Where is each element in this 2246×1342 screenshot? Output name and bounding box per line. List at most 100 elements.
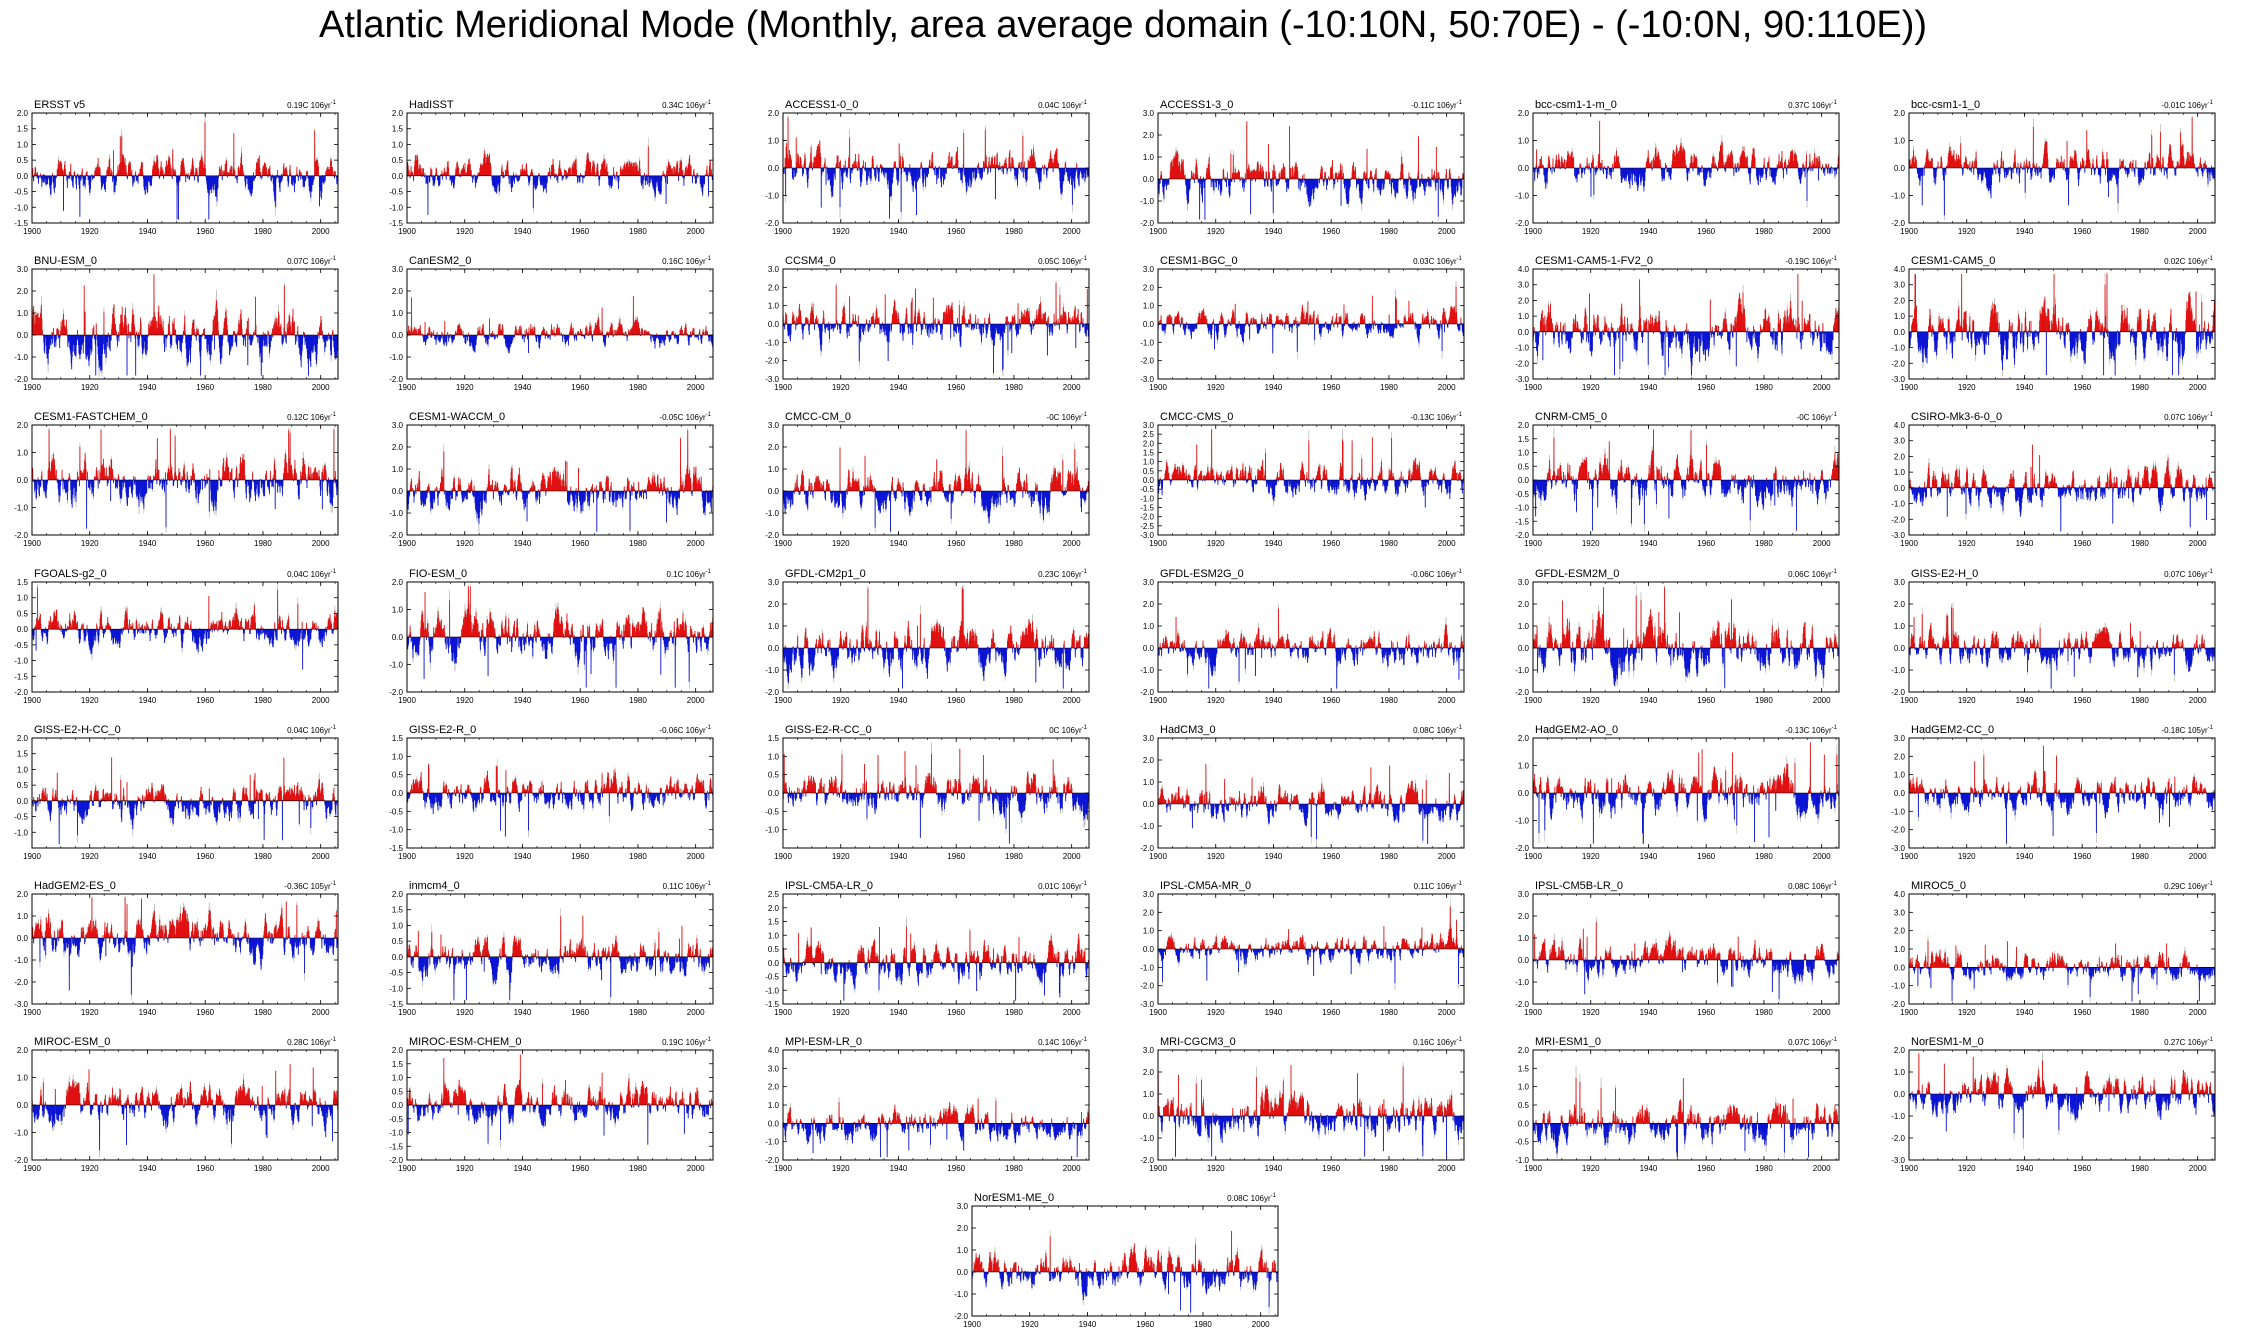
x-tick-label: 1960 [1322,539,1340,548]
panel-title: HadGEM2-ES_0 [34,880,116,892]
x-tick-label: 2000 [1813,383,1831,392]
x-tick-label: 1980 [1380,383,1398,392]
y-tick-label: -1.0 [1515,1156,1529,1165]
positive-bars [782,430,1089,491]
trend-label: 0.06C 106yr-1 [1788,569,1838,579]
x-tick-label: 1900 [774,539,792,548]
x-tick-label: 1980 [254,852,272,861]
positive-bars [1158,286,1462,324]
panel-title: GFDL-ESM2G_0 [1160,568,1244,580]
chart-svg: CanESM2_0 0.16C 106yr-1 1900 1920 1940 1960 19… [389,255,714,392]
x-tick-label: 1940 [1265,852,1283,861]
positive-bars [1157,1065,1455,1116]
chart-panel: BNU-ESM_0 0.07C 106yr-1 1900 1920 1940 1960 19… [0,248,346,398]
x-tick-label: 2000 [312,383,330,392]
x-tick-label: 1960 [571,539,589,548]
y-tick-label: 2.0 [17,109,29,118]
x-tick-label: 1960 [1322,227,1340,236]
chart-panel: MRI-ESM1_0 0.07C 106yr-1 1900 1920 1940 1960 1… [1501,1029,1847,1179]
panel-title: inmcm4_0 [409,880,460,892]
negative-bars [1157,480,1464,508]
negative-bars [1533,1123,1840,1158]
negative-bars [1908,1094,2216,1139]
x-tick-label: 1900 [1524,383,1542,392]
negative-bars [1157,949,1465,985]
y-tick-label: -1.0 [1891,982,1905,991]
x-tick-label: 2000 [1063,383,1081,392]
chart-svg: FIO-ESM_0 0.1C 106yr-1 1900 1920 1940 1960 198… [389,568,714,705]
trend-label: 0.12C 106yr-1 [287,412,337,422]
chart-svg: CCSM4_0 0.05C 106yr-1 1900 1920 1940 1960 1980… [765,255,1090,392]
y-tick-label: 1.5 [392,906,404,915]
chart-panel: ERSST v5 0.19C 106yr-1 1900 1920 1940 1960 198… [0,92,346,242]
x-tick-label: 1900 [774,1164,792,1173]
x-tick-label: 2000 [2189,383,2207,392]
chart-panel: GFDL-CM2p1_0 0.23C 106yr-1 1900 1920 1940 196… [751,561,1097,711]
chart-svg: CESM1-CAM5-1-FV2_0 -0.19C 106yr-1 1900 1920… [1515,255,1840,392]
x-tick-label: 1960 [1322,383,1340,392]
y-tick-label: 1.0 [392,752,404,761]
y-tick-label: -1.5 [14,219,28,228]
x-tick-label: 1900 [23,852,41,861]
x-tick-label: 1940 [1640,852,1658,861]
x-tick-label: 1980 [629,1164,647,1173]
y-tick-label: -1.0 [1515,192,1529,201]
y-tick-label: 0.0 [768,959,780,968]
x-tick-label: 1940 [514,1008,532,1017]
chart-panel: MIROC5_0 0.29C 106yr-1 1900 1920 1940 1960 198… [1877,873,2223,1023]
plot-frame [1157,737,1465,849]
x-tick-label: 1980 [1755,1164,1773,1173]
chart-panel: HadGEM2-ES_0 -0.36C 105yr-1 1900 1920 1940 19… [0,873,346,1023]
trend-label: -0.36C 105yr-1 [284,881,336,891]
plot-frame [782,424,1090,536]
y-tick-label: 2.0 [1143,1068,1155,1077]
plot-frame [1908,581,2216,693]
y-tick-label: -0.5 [14,188,28,197]
x-tick-label: 1920 [832,1008,850,1017]
trend-label: 0.04C 106yr-1 [1038,100,1088,110]
x-tick-label: 1900 [23,383,41,392]
x-tick-label: 1900 [1900,539,1918,548]
x-tick-label: 1940 [2016,539,2034,548]
chart-panel: inmcm4_0 0.11C 106yr-1 1900 1920 1940 1960 198… [375,873,721,1023]
x-tick-label: 1920 [832,383,850,392]
chart-panel: ACCESS1-3_0 -0.11C 106yr-1 1900 1920 1940 196… [1126,92,1472,242]
x-tick-label: 2000 [687,1164,705,1173]
panel-title: CESM1-FASTCHEM_0 [34,411,148,423]
chart-svg: MIROC5_0 0.29C 106yr-1 1900 1920 1940 1960 198… [1891,880,2216,1017]
x-tick-label: 2000 [687,227,705,236]
x-tick-label: 1920 [1207,852,1225,861]
x-tick-label: 1960 [571,1008,589,1017]
x-tick-label: 1940 [1640,696,1658,705]
y-tick-label: -2.0 [765,531,779,540]
y-tick-label: -2.0 [1140,844,1154,853]
x-tick-label: 2000 [1063,696,1081,705]
trend-label: 0.04C 106yr-1 [287,569,337,579]
panel-title: ACCESS1-3_0 [1160,99,1233,111]
y-tick-label: 0.0 [392,1101,404,1110]
chart-svg: IPSL-CM5A-MR_0 0.11C 106yr-1 1900 1920 1940 1… [1140,880,1465,1017]
plot-frame [31,581,339,693]
plot-frame [782,1049,1090,1161]
positive-bars [407,296,708,335]
x-tick-label: 1980 [1380,227,1398,236]
chart-svg: CESM1-WACCM_0 -0.05C 106yr-1 1900 1920 1940 1… [389,411,714,548]
plot-frame [1908,893,2216,1005]
chart-panel: CESM1-WACCM_0 -0.05C 106yr-1 1900 1920 1940 1… [375,404,721,554]
x-tick-label: 1960 [1697,227,1715,236]
panel-title: CanESM2_0 [409,255,471,267]
negative-bars [406,637,710,688]
panel-title: GFDL-CM2p1_0 [785,568,866,580]
trend-label: 0.1C 106yr-1 [667,569,712,579]
negative-bars [33,938,339,995]
x-tick-label: 1980 [254,1008,272,1017]
x-tick-label: 1940 [139,696,157,705]
x-tick-label: 1920 [81,1008,99,1017]
negative-bars [1532,168,1838,201]
y-tick-label: -1.0 [765,826,779,835]
y-tick-label: 3.0 [768,1064,780,1073]
y-tick-label: -1.0 [765,509,779,518]
positive-bars [784,117,1082,168]
x-tick-label: 1900 [774,852,792,861]
y-tick-label: -1.5 [389,1000,403,1009]
